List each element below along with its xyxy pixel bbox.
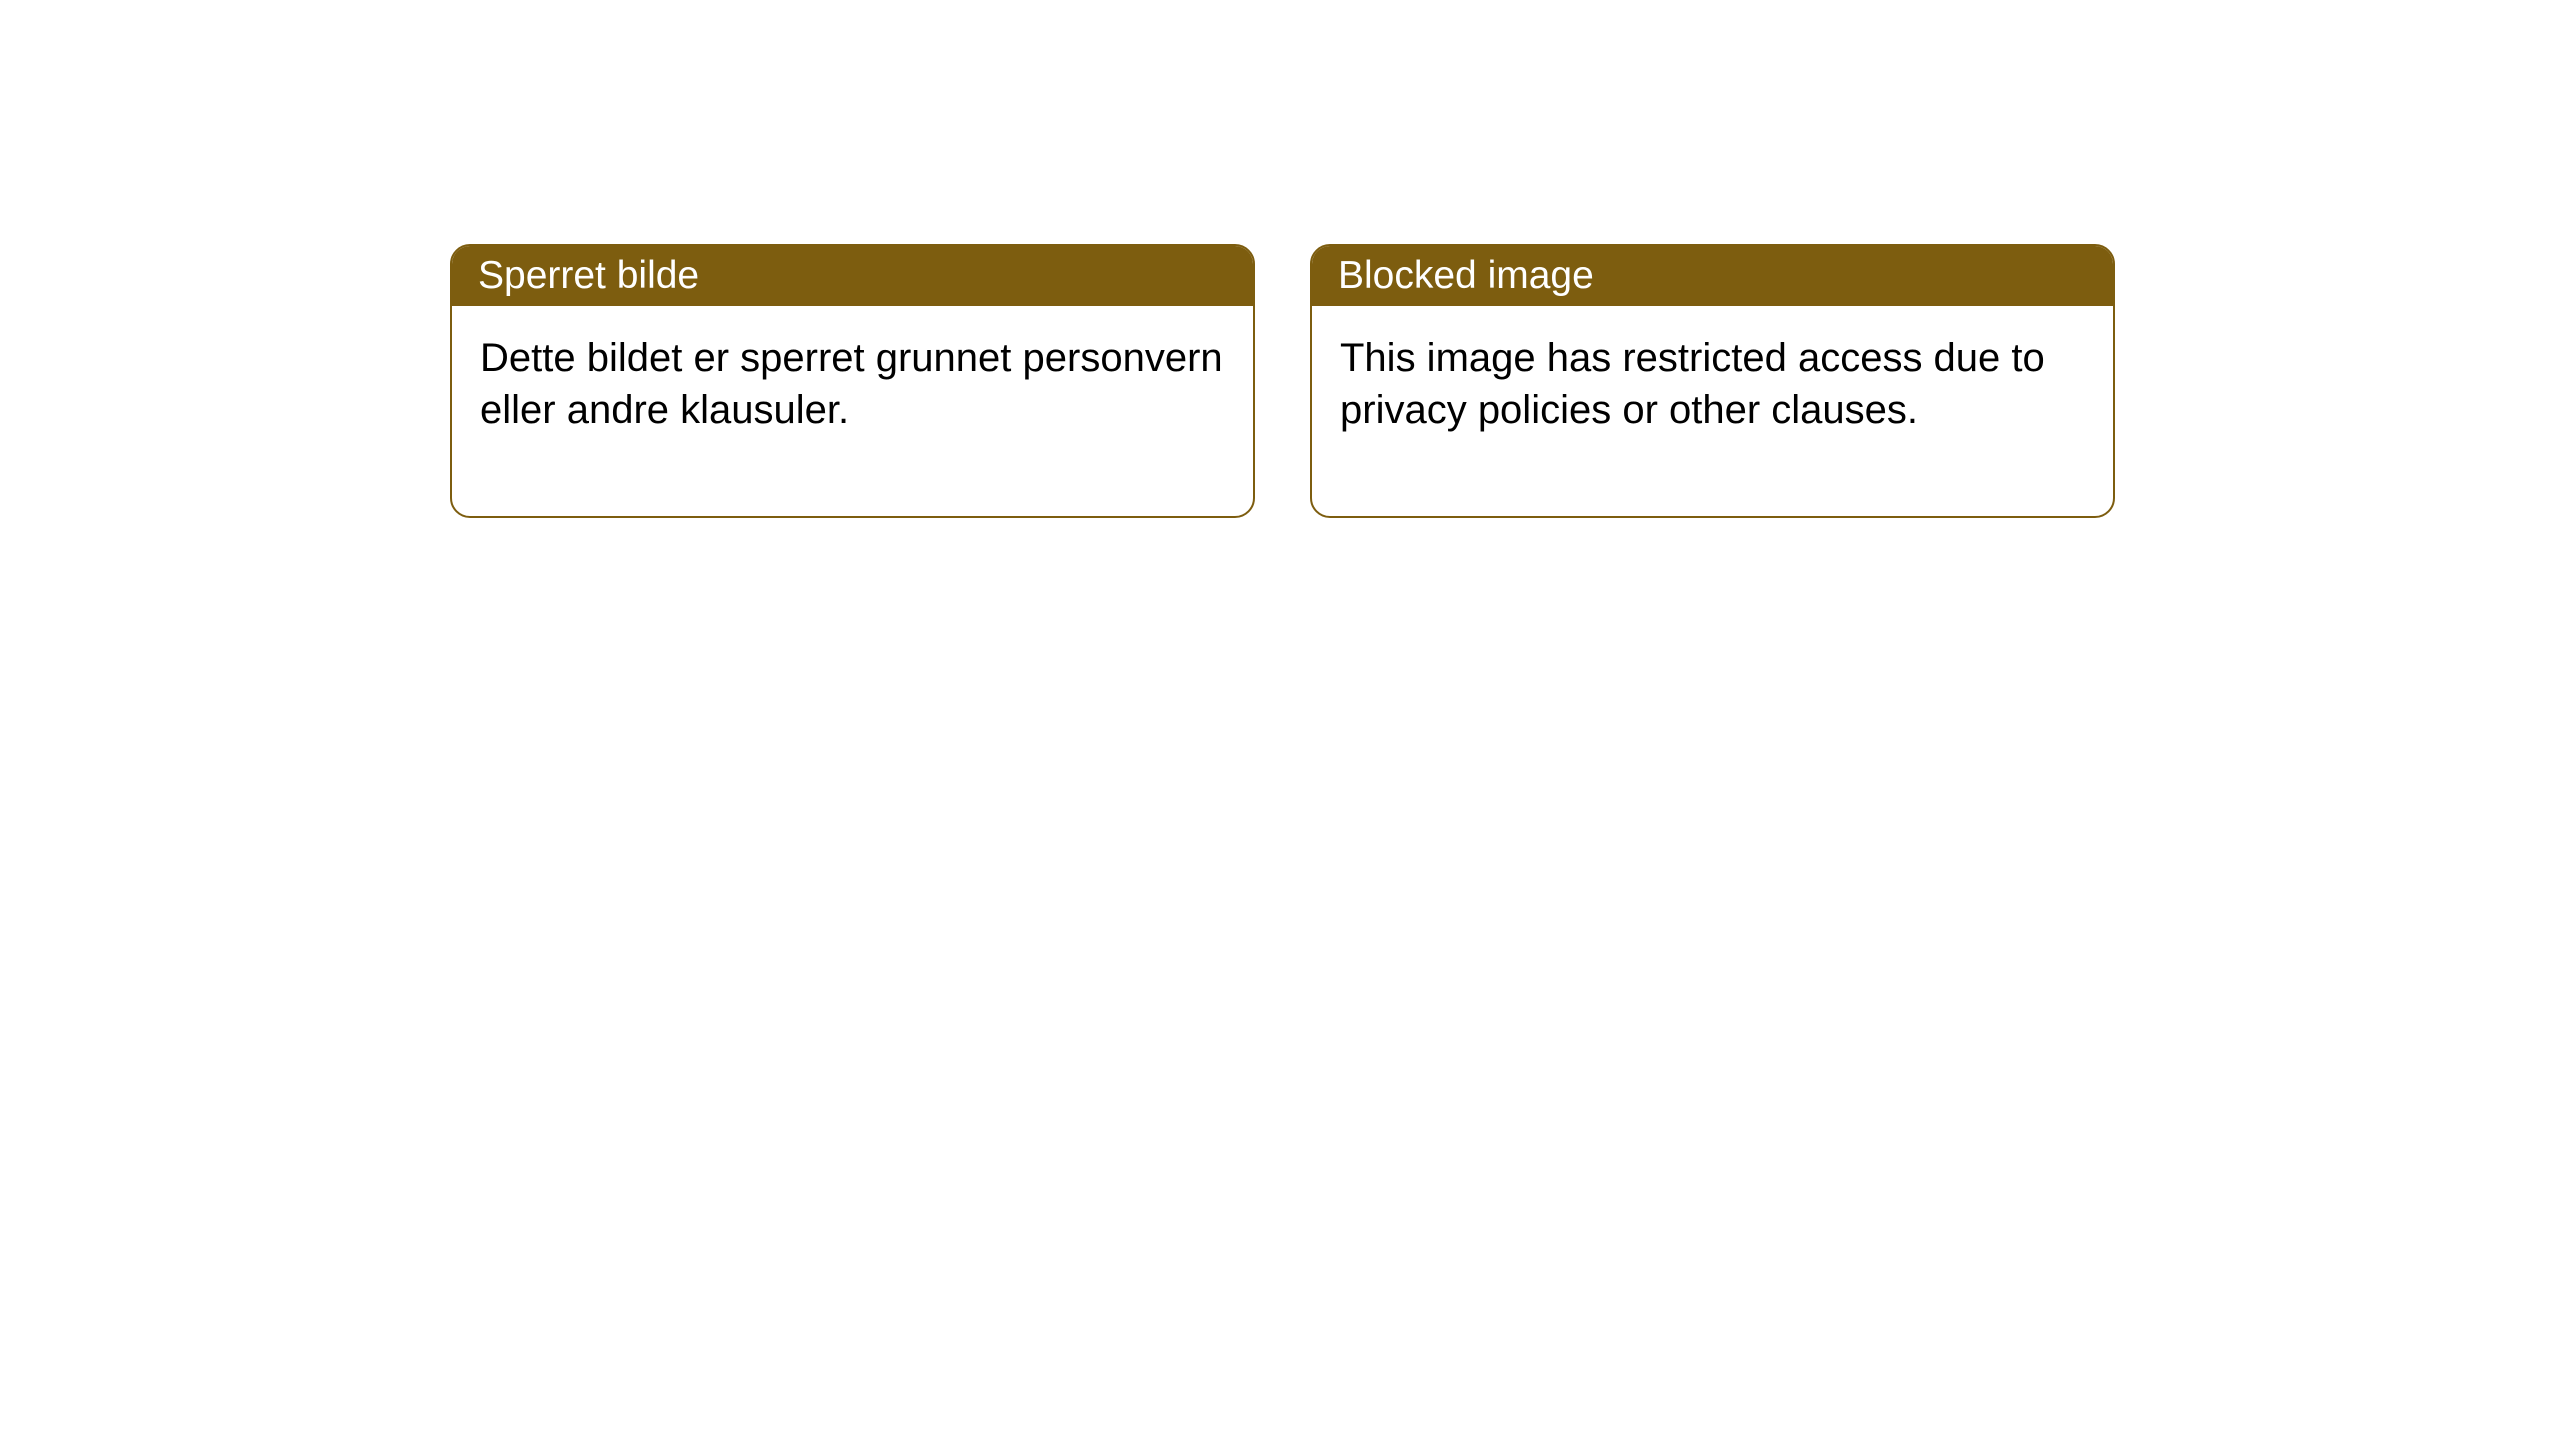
notice-body-text: Dette bildet er sperret grunnet personve… <box>480 336 1223 432</box>
notice-card-english: Blocked image This image has restricted … <box>1310 244 2115 518</box>
notice-body-english: This image has restricted access due to … <box>1312 306 2113 516</box>
notice-header-english: Blocked image <box>1312 246 2113 306</box>
notice-title-text: Sperret bilde <box>478 254 699 297</box>
notice-title-text: Blocked image <box>1338 254 1594 297</box>
notices-container: Sperret bilde Dette bildet er sperret gr… <box>0 0 2560 518</box>
notice-card-norwegian: Sperret bilde Dette bildet er sperret gr… <box>450 244 1255 518</box>
notice-body-norwegian: Dette bildet er sperret grunnet personve… <box>452 306 1253 516</box>
notice-body-text: This image has restricted access due to … <box>1340 336 2045 432</box>
notice-header-norwegian: Sperret bilde <box>452 246 1253 306</box>
